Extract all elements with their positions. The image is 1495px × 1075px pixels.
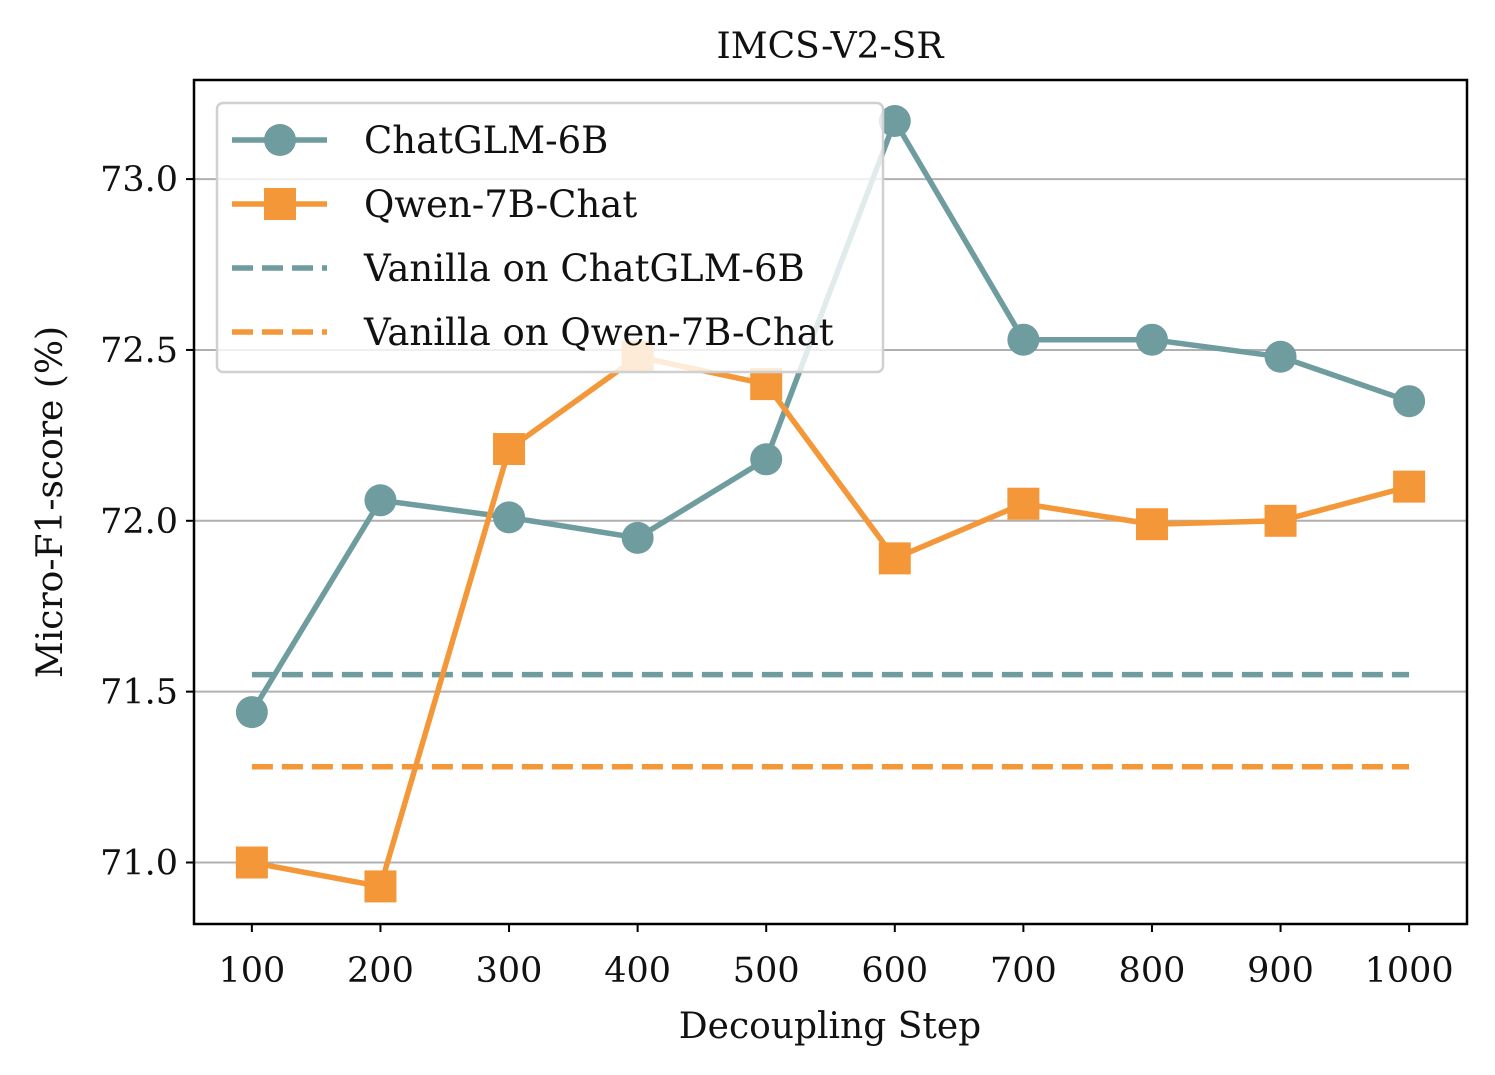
series-layer [235, 105, 1426, 903]
x-tick-label: 900 [1247, 951, 1314, 991]
x-tick-label: 1000 [1365, 951, 1454, 991]
data-point [878, 105, 911, 138]
legend-marker [264, 188, 296, 220]
data-point [1393, 385, 1426, 418]
y-tick-label: 72.0 [100, 502, 178, 542]
data-point [1264, 504, 1297, 537]
data-point [364, 484, 397, 517]
legend: ChatGLM-6B Qwen-7B-Chat Vanilla on ChatGLM… [215, 101, 885, 374]
data-point [493, 433, 526, 466]
legend-item: Vanilla on Qwen-7B-Chat [232, 311, 834, 354]
data-point [750, 443, 783, 476]
x-tick-label: 800 [1119, 951, 1186, 991]
axis-ticks: 71.0 71.5 72.0 72.5 73.0 100 200 300 400 500 600 70… [100, 160, 1454, 991]
series-line [251, 354, 1410, 890]
x-tick-label: 100 [218, 951, 285, 991]
x-tick-label: 500 [733, 951, 800, 991]
legend-item: Vanilla on ChatGLM-6B [232, 247, 805, 290]
y-tick-label: 72.5 [100, 331, 178, 371]
y-tick-label: 71.0 [100, 843, 178, 883]
legend-label: ChatGLM-6B [364, 119, 608, 162]
legend-item: ChatGLM-6B [232, 119, 608, 162]
data-point [1135, 323, 1168, 356]
x-tick-label: 600 [861, 951, 928, 991]
legend-marker [264, 124, 296, 156]
legend-label: Vanilla on Qwen-7B-Chat [363, 311, 834, 354]
legend-box [215, 101, 885, 374]
data-point [878, 542, 911, 575]
y-tick-label: 73.0 [100, 160, 178, 200]
x-tick-label: 700 [990, 951, 1057, 991]
data-point [364, 870, 397, 903]
x-tick-label: 400 [604, 951, 671, 991]
data-point [1007, 323, 1040, 356]
x-tick-label: 200 [347, 951, 414, 991]
data-point [1393, 470, 1426, 503]
data-point [235, 846, 268, 879]
data-point [493, 501, 526, 534]
data-point [1135, 508, 1168, 541]
series-qwen-7b-chat [235, 340, 1426, 903]
legend-label: Vanilla on ChatGLM-6B [363, 247, 805, 290]
legend-item: Qwen-7B-Chat [232, 183, 637, 226]
plot-frame [192, 78, 1469, 926]
data-point [750, 368, 783, 401]
data-point [621, 521, 654, 554]
y-axis-label: Micro-F1-score (%) [30, 326, 71, 678]
data-point [1264, 340, 1297, 373]
data-point [1007, 487, 1040, 520]
legend-label: Qwen-7B-Chat [364, 183, 637, 226]
x-axis-label: Decoupling Step [679, 1006, 981, 1047]
series-chatglm-6b [235, 105, 1426, 729]
data-point [235, 696, 268, 729]
y-tick-label: 71.5 [100, 673, 178, 713]
x-tick-label: 300 [476, 951, 543, 991]
chart-title: IMCS-V2-SR [717, 26, 945, 67]
